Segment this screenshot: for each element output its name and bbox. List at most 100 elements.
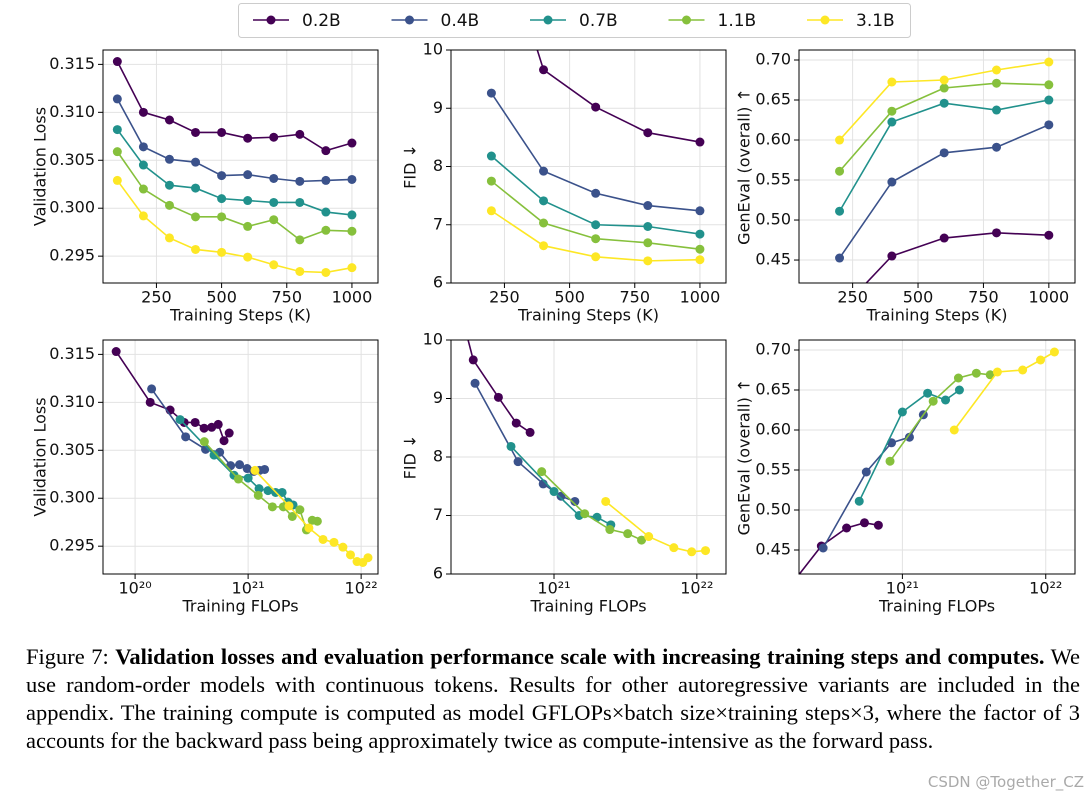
y-tick-label: 0.315 [49,344,95,363]
x-tick-label: 750 [968,288,999,307]
point [295,505,305,515]
point [191,212,201,222]
point [939,98,949,108]
point [295,176,305,186]
point [939,75,949,85]
point [164,200,174,210]
point [138,211,148,221]
point [164,233,174,243]
point [138,142,148,152]
plot-area [467,340,711,557]
y-tick-label: 0.300 [49,488,95,507]
point [138,160,148,170]
series-line [605,500,706,553]
point [861,467,871,477]
point [623,529,633,539]
point [511,418,521,428]
point [164,180,174,190]
point [112,94,122,104]
point [112,147,122,157]
point [591,188,601,198]
point [260,464,270,474]
point [243,133,253,143]
point [217,212,227,222]
point [175,415,185,425]
x-axis-label: Training FLOPs [529,597,646,616]
point [295,197,305,207]
point [269,197,279,207]
x-tick-label: 10²⁰ [119,579,152,598]
point [859,518,869,528]
x-tick-label: 500 [903,288,934,307]
point [321,225,331,235]
point [887,117,897,127]
series-line [865,232,1049,283]
x-tick-label: 10²² [345,579,378,598]
point [549,487,559,497]
point [637,535,647,545]
point [486,206,496,216]
point [873,520,883,530]
point [939,233,949,243]
point [556,491,566,501]
legend-label: 3.1B [856,11,895,31]
point [570,496,580,506]
point [164,115,174,125]
point [941,395,951,405]
y-axis-label: Validation Loss [31,107,50,226]
point [887,251,897,261]
point [304,523,314,533]
point [243,252,253,262]
point [695,137,705,147]
series-line [799,521,879,574]
point [347,210,357,220]
point [1044,80,1054,90]
point [539,65,549,75]
y-tick-label: 0.70 [755,50,791,69]
y-tick-label: 0.70 [755,340,791,359]
series-line [858,389,960,502]
x-axis-label: Training FLOPs [878,597,995,616]
point [591,234,601,244]
point [347,174,357,184]
point [835,307,844,316]
point [269,173,279,183]
point [513,457,523,467]
point [1044,120,1054,130]
point [1044,230,1054,240]
plot-area [111,347,373,567]
legend-label: 0.4B [441,11,480,31]
point [470,378,480,388]
point [953,373,963,383]
axes-frame [450,49,727,284]
axes-frame [798,339,1076,575]
point [939,83,949,93]
point [486,176,496,186]
y-axis-label: Validation Loss [31,397,50,516]
y-axis-label: GenEval (overall) ↑ [735,88,754,245]
x-tick-label: 1000 [680,288,721,307]
point [243,221,253,231]
x-tick-label: 750 [619,288,650,307]
x-axis-label: Training Steps (K) [865,306,1007,325]
point [191,127,201,137]
y-tick-label: 0.315 [49,54,95,73]
point [601,496,611,506]
y-tick-label: 0.50 [755,210,791,229]
x-tick-label: 1000 [1028,288,1069,307]
point [191,244,201,254]
point [644,532,654,542]
point [243,170,253,180]
x-tick-label: 250 [489,288,520,307]
point [145,397,155,407]
y-tick-label: 9 [433,388,443,407]
point [347,138,357,148]
point [486,151,496,161]
legend-marker [266,15,276,25]
point [695,229,705,239]
y-tick-label: 7 [433,505,443,524]
point [1018,365,1028,375]
y-tick-label: 0.310 [49,392,95,411]
point [224,428,234,438]
point [201,444,211,454]
